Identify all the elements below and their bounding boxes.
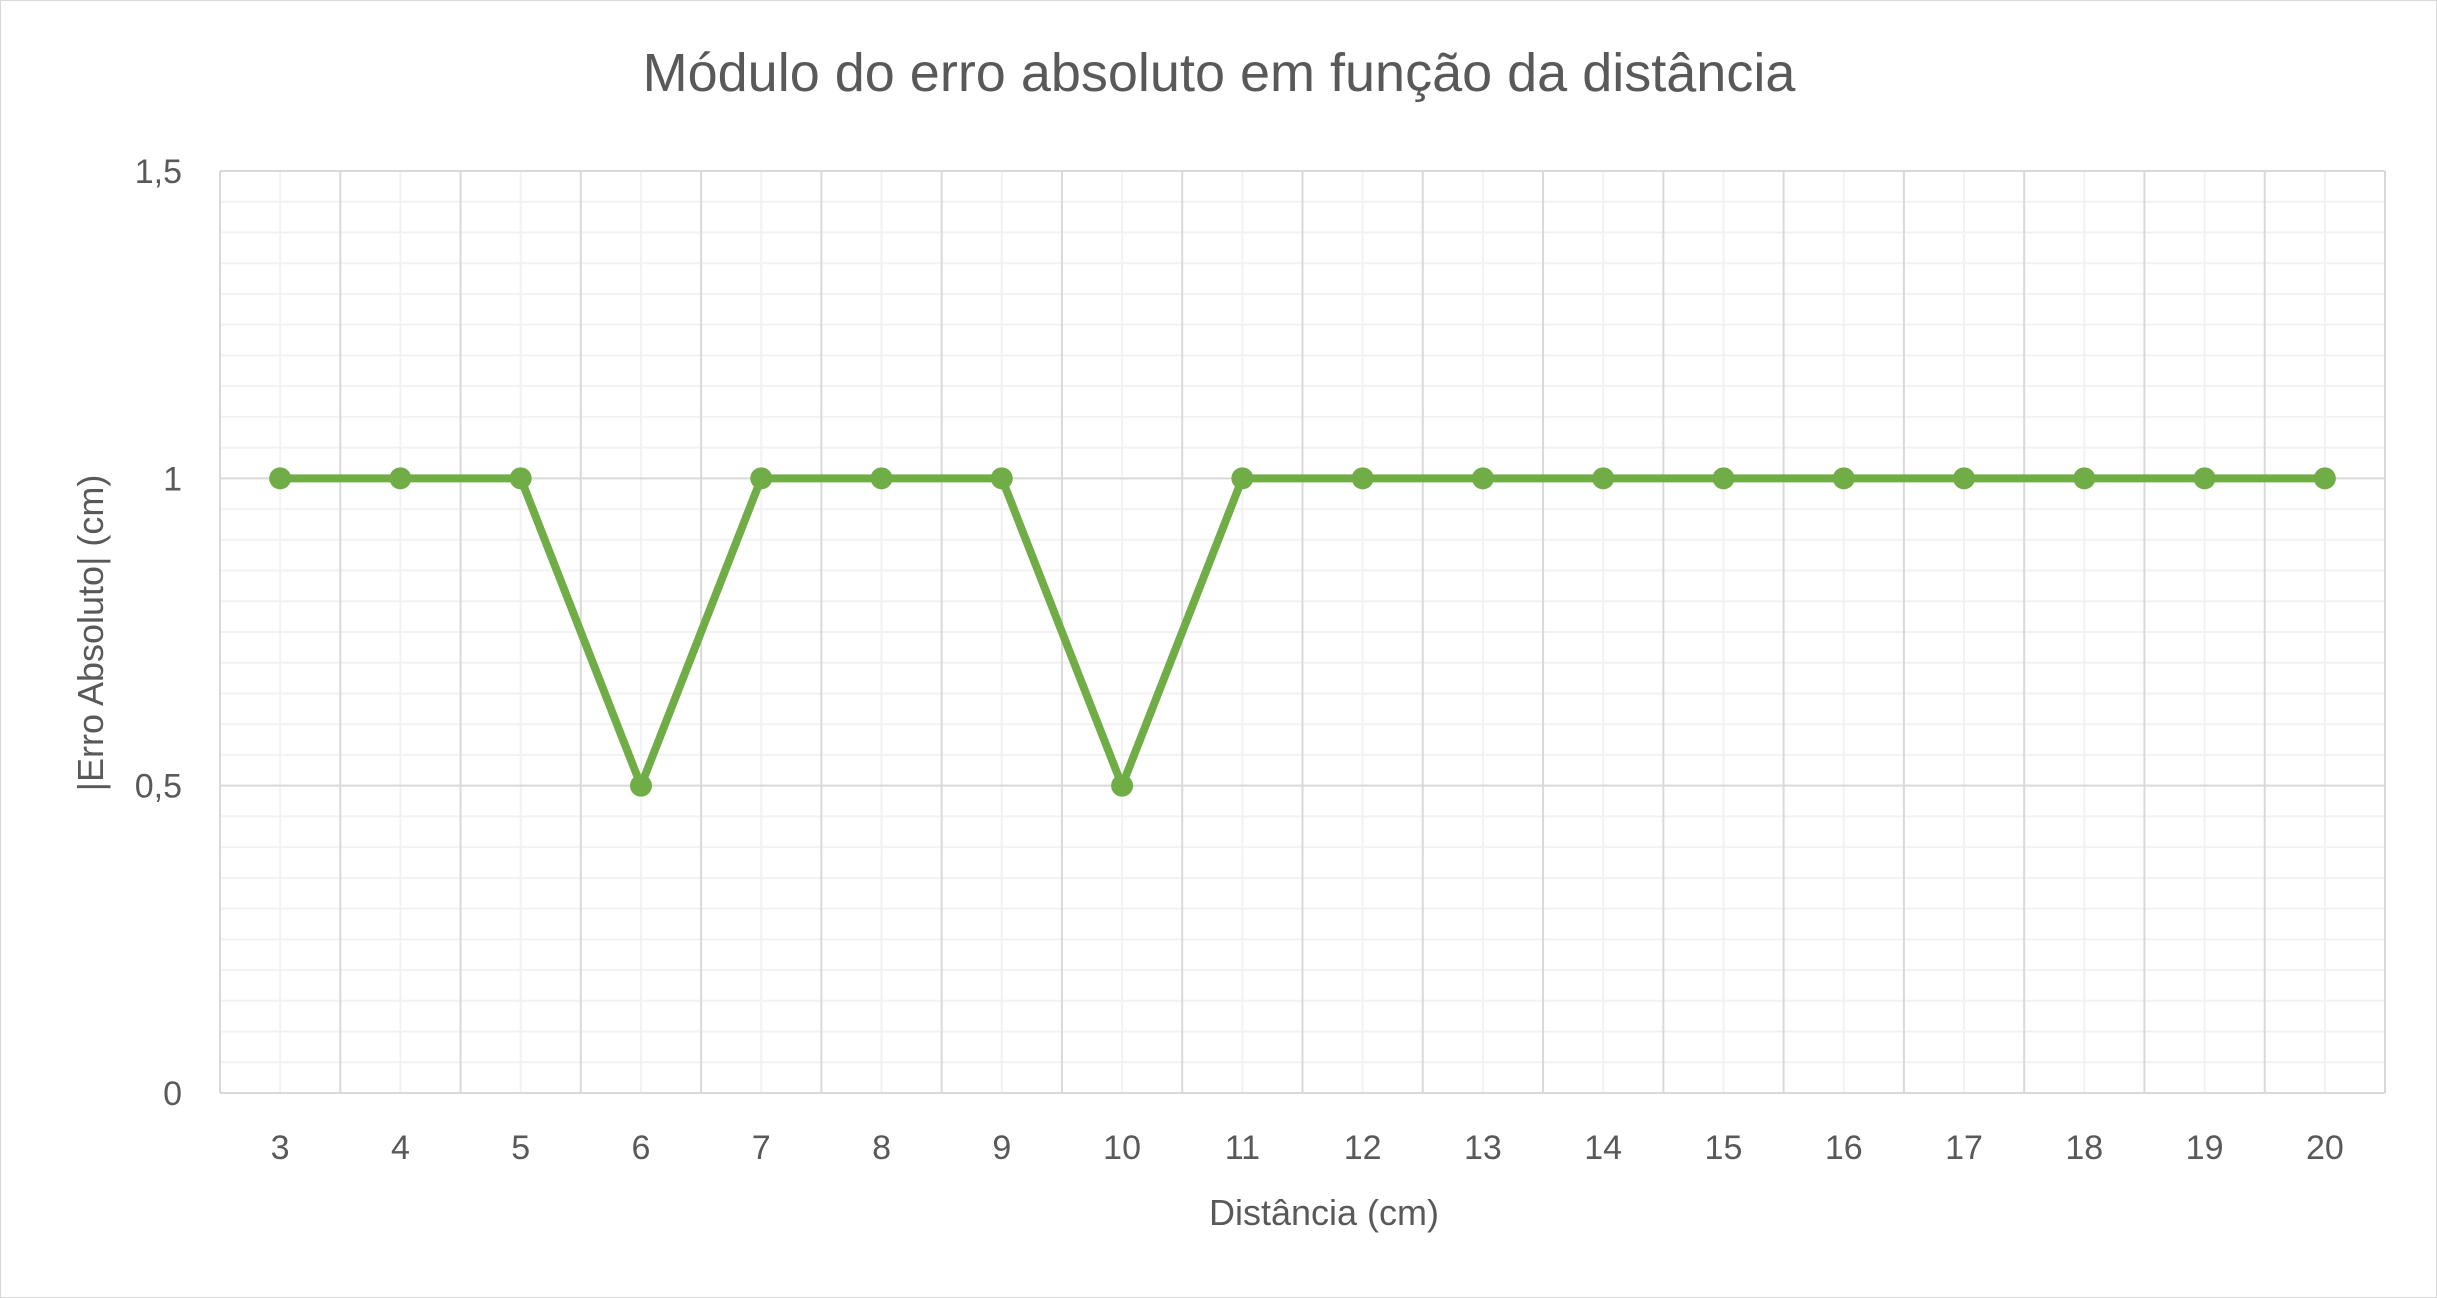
data-point (1832, 467, 1855, 490)
data-point (1953, 467, 1976, 490)
x-tick-label: 15 (1705, 1129, 1743, 1167)
y-tick-label: 1 (163, 460, 182, 498)
y-tick-label: 0,5 (135, 768, 182, 806)
data-point (509, 467, 532, 490)
x-tick-label: 9 (992, 1129, 1011, 1167)
x-tick-label: 11 (1225, 1129, 1260, 1167)
x-tick-label: 20 (2306, 1129, 2344, 1167)
x-tick-label: 8 (872, 1129, 891, 1167)
x-tick-label: 17 (1945, 1129, 1983, 1167)
x-tick-label: 3 (271, 1129, 290, 1167)
x-tick-label: 13 (1464, 1129, 1502, 1167)
data-point (1712, 467, 1735, 490)
data-point (870, 467, 893, 490)
x-tick-label: 19 (2186, 1129, 2224, 1167)
series-line (276, 474, 2329, 790)
x-tick-label: 5 (511, 1129, 530, 1167)
x-tick-label: 18 (2065, 1129, 2103, 1167)
data-point (1231, 467, 1254, 490)
tick-labels: 0 0,5 1 1,5 3 4 5 6 7 8 9 10 11 12 13 14 15 16 17 18 19 20 (135, 153, 2344, 1167)
data-point (389, 467, 412, 490)
data-point (990, 467, 1013, 490)
x-tick-label: 16 (1825, 1129, 1863, 1167)
y-tick-label: 1,5 (135, 153, 182, 191)
data-point (1471, 467, 1494, 490)
data-point (1111, 774, 1134, 797)
data-point (269, 467, 292, 490)
x-tick-label: 4 (391, 1129, 410, 1167)
series-layer (269, 467, 2336, 797)
x-tick-label: 14 (1584, 1129, 1622, 1167)
data-point (1351, 467, 1374, 490)
data-point (2073, 467, 2096, 490)
data-point (629, 774, 652, 797)
y-tick-label: 0 (163, 1075, 182, 1113)
x-tick-label: 12 (1344, 1129, 1382, 1167)
x-tick-label: 7 (752, 1129, 771, 1167)
y-axis-title: |Erro Absoluto| (cm) (70, 475, 111, 792)
data-point (2313, 467, 2336, 490)
data-point (1592, 467, 1615, 490)
x-tick-label: 6 (632, 1129, 651, 1167)
data-point (750, 467, 773, 490)
x-axis-title: Distância (cm) (1209, 1192, 1439, 1233)
x-tick-label: 10 (1103, 1129, 1141, 1167)
chart-title: Módulo do erro absoluto em função da dis… (643, 43, 1797, 103)
data-point (2193, 467, 2216, 490)
